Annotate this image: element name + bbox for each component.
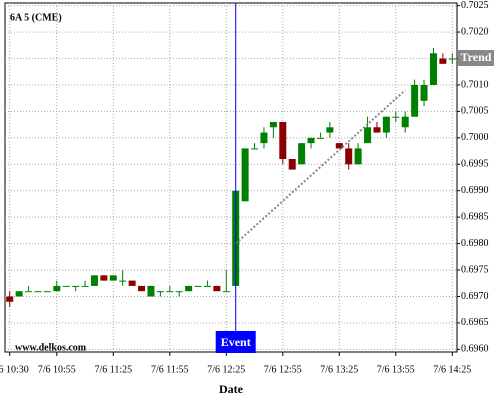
candle-body: [72, 285, 80, 287]
candle-body: [439, 58, 447, 64]
y-tick-label: 0.7005: [461, 106, 489, 117]
candle-body: [138, 285, 146, 292]
y-tick-label: 0.6985: [461, 211, 489, 222]
chart-title: 6A 5 (CME): [10, 12, 62, 23]
candle-body: [203, 285, 211, 287]
candle-body: [175, 291, 183, 293]
candle-body: [269, 121, 277, 128]
candle-body: [354, 148, 362, 165]
x-tick-label: 7/6 10:55: [38, 364, 76, 375]
y-tick-label: 0.6975: [461, 264, 489, 275]
candle-body: [166, 291, 174, 293]
plot-area: [4, 2, 458, 353]
x-tick-label: 7/6 11:55: [151, 364, 189, 375]
x-axis-title: Date: [219, 382, 244, 396]
x-tick-label: 7/6 12:25: [207, 364, 245, 375]
candle-body: [251, 148, 259, 150]
candle-body: [25, 291, 33, 293]
candle-body: [119, 280, 127, 282]
candle-body: [382, 116, 390, 133]
x-tick-label: 7/6 14:25: [433, 364, 471, 375]
candle-body: [392, 116, 400, 118]
candle-body: [156, 291, 164, 293]
event-label-box: [215, 331, 256, 353]
candle-body: [147, 285, 155, 297]
candle-body: [260, 132, 268, 144]
candle-body: [194, 285, 202, 287]
candle-body: [345, 148, 353, 165]
x-tick-label: 7/6 11:25: [94, 364, 132, 375]
candle-body: [448, 58, 456, 60]
candle-body: [401, 116, 409, 128]
candle-body: [411, 84, 419, 117]
candle-body: [15, 291, 23, 297]
y-tick-label: 0.6965: [461, 317, 489, 328]
candle-body: [62, 285, 70, 287]
candle-body: [307, 137, 315, 144]
candle-body: [100, 275, 108, 281]
watermark: www.delkos.com: [15, 342, 87, 353]
candle-body: [298, 143, 306, 165]
y-tick-label: 0.7010: [461, 79, 489, 90]
x-tick-label: 7/6 13:25: [320, 364, 358, 375]
candle-body: [213, 285, 221, 292]
y-tick-label: 0.7025: [461, 0, 489, 11]
candle-body: [34, 291, 42, 293]
candle-body: [6, 296, 14, 302]
event-label: Event: [221, 335, 251, 349]
candle-body: [90, 275, 98, 286]
candle-body: [279, 121, 287, 159]
candle-body: [326, 127, 334, 133]
candle-body: [373, 127, 381, 133]
y-tick-label: 0.7000: [461, 132, 489, 143]
y-tick-label: 0.6995: [461, 159, 489, 170]
trend-label: Trend: [461, 50, 492, 64]
candle-body: [222, 291, 230, 293]
y-tick-label: 0.6970: [461, 291, 489, 302]
candle-body: [43, 291, 51, 293]
x-tick-label: 7/6 13:55: [377, 364, 415, 375]
y-tick-label: 0.6960: [461, 344, 489, 355]
y-tick-label: 0.6990: [461, 185, 489, 196]
candle-body: [241, 148, 249, 202]
candle-body: [81, 285, 89, 287]
candle-body: [128, 280, 136, 286]
candle-body: [364, 127, 372, 144]
candle-body: [420, 84, 428, 101]
candle-body: [288, 158, 296, 170]
candle-body: [316, 137, 324, 139]
y-tick-label: 0.7020: [461, 26, 489, 37]
x-tick-label: 7/6 12:55: [264, 364, 302, 375]
trend-label-box: [458, 50, 494, 66]
candle-body: [109, 275, 117, 281]
candle-body: [53, 285, 61, 292]
candle-body: [429, 53, 437, 85]
x-tick-label: 7/6 10:30: [0, 364, 29, 375]
y-tick-label: 0.6980: [461, 238, 489, 249]
candle-body: [185, 285, 193, 292]
candle-body: [335, 143, 343, 149]
